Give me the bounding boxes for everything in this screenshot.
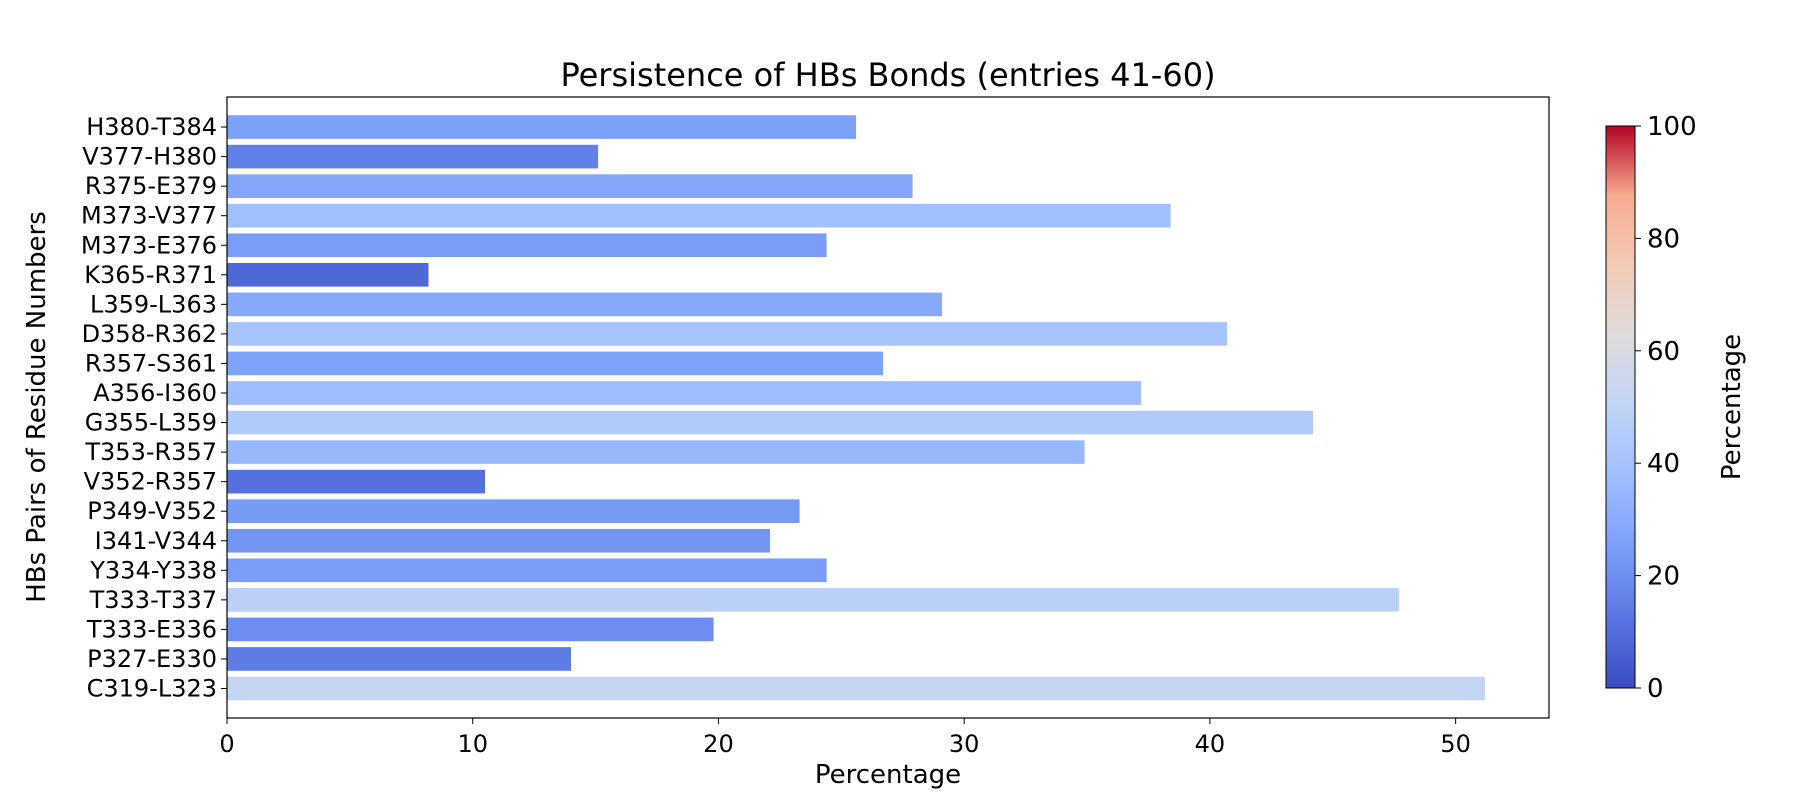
- bar-R375-E379: [227, 174, 913, 198]
- colorbar-ticks: 0 20 40 60 80 100: [1635, 112, 1697, 704]
- bar-Y334-Y338: [227, 558, 827, 583]
- y-tick-label: P349-V352: [87, 497, 217, 525]
- y-tick-label: R357-S361: [85, 349, 217, 377]
- x-tick-label: 40: [1195, 730, 1226, 758]
- bars-group: [227, 115, 1486, 701]
- colorbar-tick-label: 80: [1647, 224, 1680, 254]
- y-tick-label: D358-R362: [82, 320, 217, 348]
- bar-M373-V377: [227, 203, 1171, 228]
- colorbar-tick-label: 0: [1647, 674, 1664, 704]
- x-axis-ticks: 0 10 20 30 40 50: [219, 718, 1471, 758]
- plot-frame: [226, 96, 1550, 719]
- bar-P349-V352: [227, 499, 800, 524]
- bar-D358-R362: [227, 322, 1228, 346]
- y-tick-label: M373-E376: [81, 231, 217, 259]
- bar-T333-E336: [227, 617, 714, 642]
- colorbar-tick-label: 60: [1647, 337, 1680, 367]
- y-tick-label: I341-V344: [95, 527, 217, 555]
- bar-I341-V344: [227, 528, 771, 553]
- y-tick-label: C319-L323: [87, 675, 217, 703]
- y-tick-label: L359-L363: [90, 290, 217, 318]
- colorbar-tick-label: 100: [1647, 112, 1697, 142]
- y-tick-label: V377-H380: [82, 143, 217, 171]
- bar-M373-E376: [227, 233, 827, 258]
- bar-L359-L363: [227, 292, 943, 317]
- bar-T353-R357: [227, 440, 1085, 464]
- y-tick-label: M373-V377: [81, 202, 217, 230]
- y-tick-label: V352-R357: [84, 468, 217, 496]
- x-tick-label: 10: [457, 730, 488, 758]
- bar-T333-T337: [227, 588, 1400, 612]
- x-tick-label: 30: [949, 730, 980, 758]
- bar-P327-E330: [227, 647, 572, 671]
- colorbar-tick-label: 20: [1647, 562, 1680, 592]
- y-tick-label: A356-I360: [93, 379, 217, 407]
- y-axis-label: HBs Pairs of Residue Numbers: [22, 211, 52, 603]
- x-tick-label: 50: [1440, 730, 1471, 758]
- y-tick-label: T353-R357: [84, 438, 217, 466]
- x-axis-label: Percentage: [815, 760, 961, 790]
- x-tick-label: 0: [219, 730, 234, 758]
- chart-title: Persistence of HBs Bonds (entries 41-60): [560, 56, 1215, 94]
- y-tick-label: P327-E330: [87, 645, 217, 673]
- y-tick-label: H380-T384: [86, 113, 217, 141]
- y-tick-label: Y334-Y338: [89, 556, 217, 584]
- colorbar-label: Percentage: [1717, 334, 1747, 480]
- y-tick-label: K365-R371: [84, 261, 217, 289]
- bar-V352-R357: [227, 469, 486, 494]
- y-axis-ticks: C319-L323P327-E330T333-E336T333-T337Y334…: [81, 113, 227, 703]
- y-tick-label: T333-T337: [89, 586, 217, 614]
- bar-C319-L323: [227, 676, 1486, 701]
- colorbar: [1605, 125, 1636, 689]
- bar-R357-S361: [227, 351, 884, 376]
- bar-H380-T384: [227, 115, 857, 139]
- colorbar-tick-label: 40: [1647, 449, 1680, 479]
- bar-G355-L359: [227, 410, 1314, 435]
- y-tick-label: G355-L359: [85, 409, 217, 437]
- y-tick-label: T333-E336: [86, 615, 217, 643]
- bar-V377-H380: [227, 144, 599, 169]
- bar-K365-R371: [227, 262, 429, 287]
- bar-A356-I360: [227, 381, 1142, 405]
- x-tick-label: 20: [703, 730, 734, 758]
- y-tick-label: R375-E379: [85, 172, 217, 200]
